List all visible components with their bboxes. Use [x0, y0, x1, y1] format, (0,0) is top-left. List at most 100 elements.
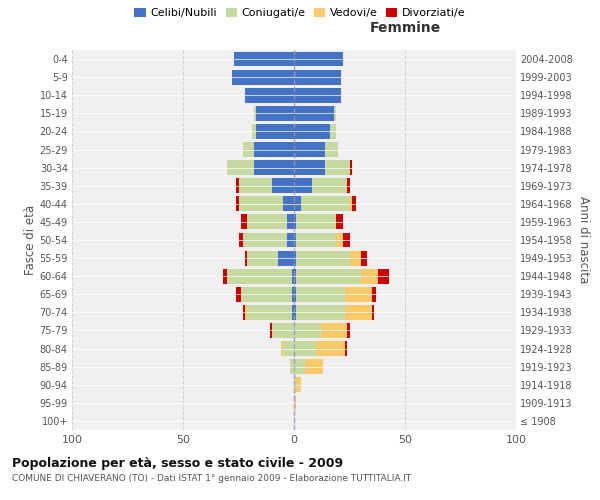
Bar — [243, 142, 254, 157]
Bar — [325, 160, 349, 175]
Bar — [247, 250, 278, 266]
Bar — [296, 250, 349, 266]
Bar — [241, 214, 247, 230]
Bar — [294, 378, 296, 392]
Bar — [345, 305, 372, 320]
Bar — [227, 160, 254, 175]
Bar — [316, 341, 345, 356]
Bar — [294, 341, 316, 356]
Bar — [312, 178, 347, 193]
Bar — [296, 232, 336, 248]
Bar — [294, 106, 334, 121]
Y-axis label: Fasce di età: Fasce di età — [23, 205, 37, 275]
Y-axis label: Anni di nascita: Anni di nascita — [577, 196, 590, 284]
Text: COMUNE DI CHIAVERANO (TO) - Dati ISTAT 1° gennaio 2009 - Elaborazione TUTTITALIA: COMUNE DI CHIAVERANO (TO) - Dati ISTAT 1… — [12, 474, 411, 483]
Bar — [272, 323, 294, 338]
Bar — [247, 305, 292, 320]
Text: Popolazione per età, sesso e stato civile - 2009: Popolazione per età, sesso e stato civil… — [12, 458, 343, 470]
Bar — [294, 287, 296, 302]
Bar — [254, 160, 294, 175]
Bar — [243, 232, 287, 248]
Bar — [290, 359, 294, 374]
Bar — [320, 323, 347, 338]
Bar — [294, 323, 320, 338]
Bar — [272, 178, 294, 193]
Bar — [294, 305, 296, 320]
Bar — [294, 232, 296, 248]
Bar — [349, 250, 361, 266]
Bar — [294, 52, 343, 66]
Bar — [343, 232, 350, 248]
Bar — [347, 178, 349, 193]
Bar — [243, 305, 245, 320]
Bar — [361, 250, 367, 266]
Bar — [252, 124, 256, 139]
Bar — [232, 70, 294, 84]
Bar — [336, 232, 343, 248]
Bar — [245, 250, 247, 266]
Bar — [347, 323, 349, 338]
Bar — [292, 305, 294, 320]
Bar — [294, 160, 325, 175]
Bar — [301, 196, 349, 211]
Bar — [345, 287, 372, 302]
Bar — [227, 269, 292, 283]
Bar — [236, 178, 239, 193]
Bar — [294, 269, 296, 283]
Bar — [294, 359, 305, 374]
Bar — [269, 323, 272, 338]
Bar — [239, 178, 272, 193]
Bar — [283, 196, 294, 211]
Bar — [234, 52, 294, 66]
Bar — [349, 196, 352, 211]
Bar — [256, 106, 294, 121]
Bar — [294, 396, 296, 410]
Bar — [281, 341, 283, 356]
Bar — [349, 160, 352, 175]
Bar — [294, 250, 296, 266]
Bar — [296, 287, 345, 302]
Bar — [352, 196, 356, 211]
Bar — [372, 305, 374, 320]
Bar — [292, 269, 294, 283]
Bar — [236, 287, 241, 302]
Bar — [239, 232, 243, 248]
Bar — [241, 287, 292, 302]
Bar — [287, 232, 294, 248]
Bar — [294, 178, 312, 193]
Bar — [278, 250, 294, 266]
Bar — [236, 196, 239, 211]
Bar — [294, 142, 325, 157]
Text: Femmine: Femmine — [370, 21, 440, 35]
Bar — [254, 142, 294, 157]
Bar — [294, 214, 296, 230]
Bar — [292, 287, 294, 302]
Bar — [256, 124, 294, 139]
Bar — [296, 305, 345, 320]
Bar — [296, 214, 336, 230]
Bar — [305, 359, 323, 374]
Bar — [254, 106, 256, 121]
Bar — [294, 70, 341, 84]
Bar — [361, 269, 379, 283]
Bar — [294, 196, 301, 211]
Bar — [296, 378, 301, 392]
Bar — [329, 124, 336, 139]
Bar — [245, 305, 247, 320]
Bar — [325, 142, 338, 157]
Bar — [283, 341, 294, 356]
Bar — [345, 341, 347, 356]
Bar — [336, 214, 343, 230]
Bar — [294, 88, 341, 102]
Bar — [247, 214, 287, 230]
Bar — [287, 214, 294, 230]
Bar — [296, 269, 361, 283]
Bar — [223, 269, 227, 283]
Bar — [238, 196, 283, 211]
Bar — [245, 88, 294, 102]
Bar — [334, 106, 336, 121]
Legend: Celibi/Nubili, Coniugati/e, Vedovi/e, Divorziati/e: Celibi/Nubili, Coniugati/e, Vedovi/e, Di… — [132, 6, 468, 20]
Bar — [379, 269, 389, 283]
Bar — [372, 287, 376, 302]
Bar — [294, 124, 329, 139]
